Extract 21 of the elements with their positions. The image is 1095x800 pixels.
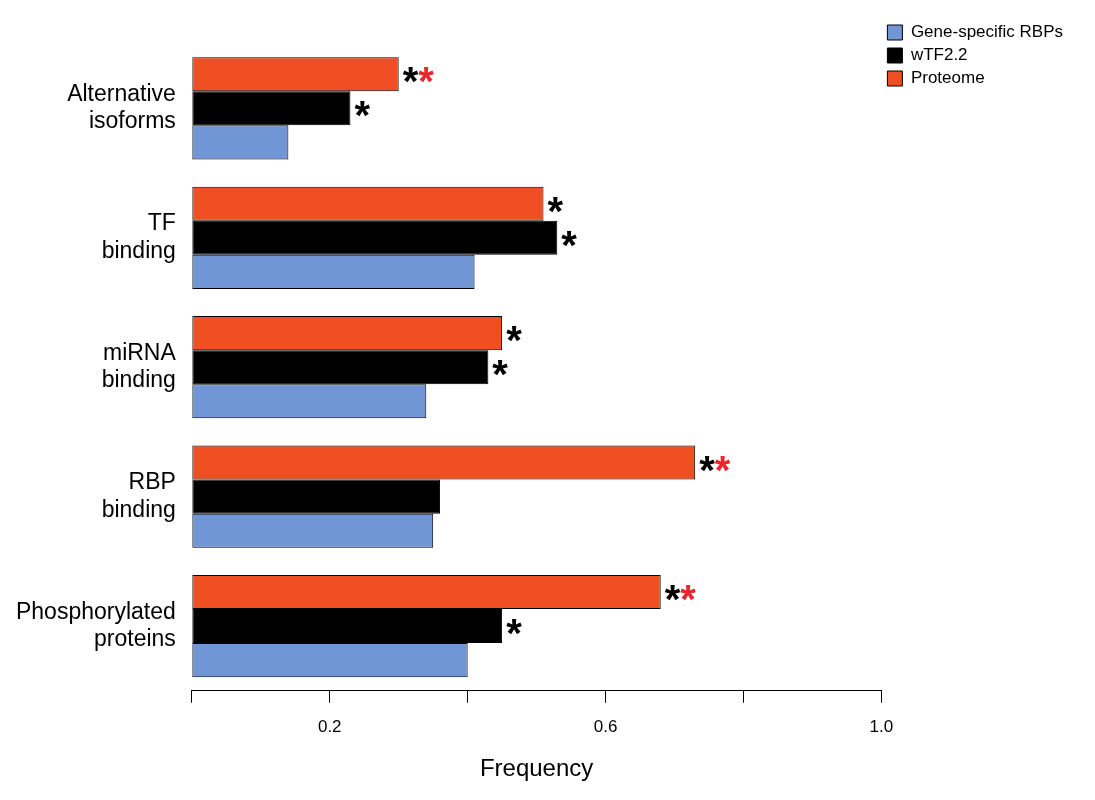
x-axis-title: Frequency bbox=[479, 754, 594, 782]
y-tick-label: TF binding bbox=[101, 209, 176, 263]
data-label: ** bbox=[664, 577, 697, 622]
x-tick-label: 0.2 bbox=[317, 716, 342, 736]
y-tick-label: Phosphorylated proteins bbox=[15, 597, 176, 652]
data-label: * bbox=[492, 352, 509, 397]
y-tick-label: miRNA binding bbox=[101, 338, 177, 393]
data-label: * bbox=[561, 222, 578, 267]
legend-label: wTF2.2 bbox=[909, 45, 968, 65]
data-label: * bbox=[506, 318, 523, 363]
y-tick-label: Alternative isoforms bbox=[67, 79, 176, 134]
data-label: * bbox=[354, 93, 371, 138]
legend-label: Gene-specific RBPs bbox=[910, 22, 1064, 42]
data-label: * bbox=[547, 188, 564, 233]
data-label: ** bbox=[699, 447, 731, 492]
x-tick-label: 1.0 bbox=[869, 716, 894, 736]
data-label: ** bbox=[402, 59, 435, 104]
y-tick-label: RBP binding bbox=[101, 468, 176, 522]
data-label: * bbox=[506, 611, 523, 656]
x-tick-label: 0.6 bbox=[593, 716, 618, 736]
legend-label: Proteome bbox=[910, 68, 985, 88]
